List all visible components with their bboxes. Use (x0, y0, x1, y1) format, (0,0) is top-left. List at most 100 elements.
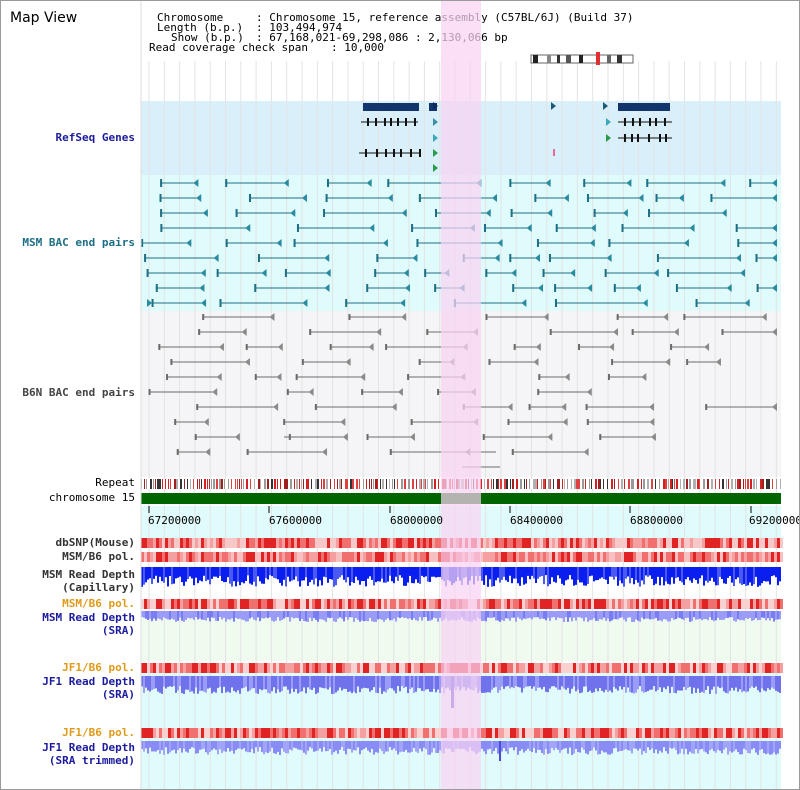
variation-heat-cell (207, 552, 210, 562)
read-depth-bar (363, 676, 365, 688)
read-depth-bar (535, 611, 537, 618)
read-depth-bar (411, 567, 413, 584)
track-label-msm-depth-capillary-sub: (Capillary) (62, 581, 135, 594)
variation-heat-cell (345, 663, 348, 673)
read-depth-bar (257, 611, 259, 618)
variation-heat-cell (285, 538, 288, 548)
variation-heat-cell (267, 663, 270, 673)
variation-heat-cell (150, 538, 153, 548)
read-depth-bar (325, 741, 327, 752)
read-depth-bar (501, 611, 503, 621)
variation-heat-cell (435, 663, 438, 673)
variation-heat-cell (390, 538, 393, 548)
read-depth-bar (367, 676, 369, 689)
variation-heat-cell (168, 728, 171, 738)
variation-heat-cell (522, 599, 525, 609)
variation-heat-cell (366, 552, 369, 562)
read-depth-bar (707, 611, 709, 621)
repeat-mark (239, 479, 240, 489)
read-depth-bar (615, 567, 617, 577)
read-depth-bar (561, 567, 563, 584)
read-depth-bar (185, 567, 187, 582)
read-depth-bar (149, 567, 151, 579)
repeat-mark (271, 479, 273, 489)
read-depth-bar (239, 676, 241, 694)
repeat-mark (711, 479, 713, 489)
repeat-mark (421, 479, 422, 489)
variation-heat-cell (762, 552, 765, 562)
msm-bac-end (404, 284, 410, 292)
variation-heat-cell (483, 599, 486, 609)
variation-heat-cell (276, 552, 279, 562)
read-depth-bar (535, 567, 537, 584)
variation-heat-cell (393, 728, 396, 738)
variation-heat-cell (351, 728, 354, 738)
read-depth-bar (399, 611, 401, 619)
repeat-mark (668, 479, 669, 489)
read-depth-bar (369, 676, 371, 692)
variation-heat-cell (510, 538, 513, 548)
read-depth-bar (723, 567, 725, 584)
read-depth-bar (775, 567, 777, 578)
variation-heat-cell (216, 728, 219, 738)
read-depth-bar (439, 567, 441, 577)
read-depth-bar (219, 567, 221, 577)
variation-heat-cell (309, 663, 312, 673)
read-depth-bar (297, 741, 299, 750)
read-depth-bar (345, 676, 347, 689)
read-depth-bar (159, 741, 161, 754)
read-depth-bar (697, 676, 699, 689)
variation-heat-cell (576, 663, 579, 673)
read-depth-bar (693, 611, 695, 618)
read-depth-bar (413, 567, 415, 584)
msm-bac-end (283, 179, 289, 187)
variation-heat-cell (177, 728, 180, 738)
repeat-mark (672, 479, 673, 489)
read-depth-bar (773, 741, 775, 753)
read-depth-bar (489, 611, 491, 618)
read-depth-bar (701, 741, 703, 749)
read-depth-bar (621, 567, 623, 584)
variation-heat-cell (204, 538, 207, 548)
read-depth-bar (257, 567, 259, 577)
read-depth-bar (665, 611, 667, 620)
read-depth-bar (429, 611, 431, 621)
variation-heat-cell (402, 599, 405, 609)
variation-heat-cell (330, 599, 333, 609)
variation-heat-cell (261, 599, 264, 609)
read-depth-bar (153, 611, 155, 619)
b6n-bac-end (641, 373, 647, 381)
variation-heat-cell (204, 552, 207, 562)
read-depth-bar (371, 611, 373, 622)
read-depth-bar (623, 676, 625, 687)
read-depth-bar (151, 741, 153, 752)
msm-bac-end (509, 179, 512, 187)
read-depth-bar (219, 741, 221, 750)
variation-heat-cell (612, 552, 615, 562)
read-depth-bar (503, 611, 505, 621)
read-depth-bar (187, 676, 189, 690)
read-depth-bar (715, 567, 717, 586)
variation-heat-cell (324, 728, 327, 738)
read-depth-bar (237, 676, 239, 691)
read-depth-bar (563, 567, 565, 586)
variation-heat-cell (246, 663, 249, 673)
variation-heat-cell (363, 538, 366, 548)
variation-heat-cell (321, 552, 324, 562)
read-depth-bar (311, 676, 313, 690)
variation-heat-cell (762, 728, 765, 738)
read-depth-bar (621, 611, 623, 618)
variation-heat-cell (429, 599, 432, 609)
read-depth-bar (759, 611, 761, 620)
read-depth-bar (617, 741, 619, 752)
variation-heat-cell (588, 552, 591, 562)
variation-heat-cell (495, 552, 498, 562)
variation-heat-cell (546, 552, 549, 562)
variation-heat-cell (597, 663, 600, 673)
read-depth-bar (357, 567, 359, 581)
read-depth-bar (699, 567, 701, 579)
read-depth-bar (739, 567, 741, 584)
repeat-mark (386, 479, 387, 489)
variation-heat-cell (588, 663, 591, 673)
